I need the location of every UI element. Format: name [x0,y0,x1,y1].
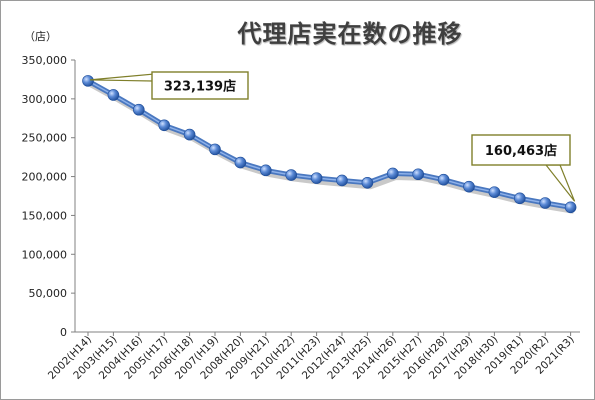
data-point [361,176,374,189]
y-tick-label: 100,000 [22,248,68,261]
data-point [488,186,501,198]
data-point [209,143,221,156]
callout-layer: 323,139店 160,463店 [89,71,576,202]
axes: 0 50,000 100,000 150,000 200,000 250,000 300,0… [22,54,580,382]
chart-title: 代理店実在数の推移 [237,20,463,48]
data-point [539,197,552,209]
y-tick-label: 0 [60,326,67,339]
y-axis-label: （店） [24,30,57,43]
data-point [82,75,94,87]
y-tick-label: 350,000 [22,54,68,67]
data-point [133,103,145,116]
annotation-pointer [89,73,155,82]
y-tick-label: 200,000 [22,171,68,184]
annotation-box [151,71,249,100]
y-tick-label: 150,000 [22,209,68,222]
annotation-pointer [544,164,576,202]
data-point [463,180,475,193]
data-point [386,167,399,180]
annotation-label: 323,139店 [164,79,236,95]
data-point [437,173,450,186]
annotation-callout: 323,139店 [89,71,249,100]
y-tick-label: 300,000 [22,93,68,106]
data-point [234,156,247,169]
annotation-label: 160,463店 [485,143,557,159]
data-point [310,172,323,184]
data-point [158,119,170,132]
data-point [564,201,577,214]
data-point [412,168,425,181]
y-tick-label: 250,000 [22,132,68,145]
data-point [107,89,120,101]
data-point [513,192,526,205]
y-tick-label: 50,000 [29,287,68,300]
data-point [336,174,348,187]
data-point [259,164,272,177]
series-layer [82,75,577,214]
annotation-callout: 160,463店 [471,134,576,202]
data-point [285,169,298,181]
annotation-box [471,134,571,166]
data-point [183,128,196,141]
